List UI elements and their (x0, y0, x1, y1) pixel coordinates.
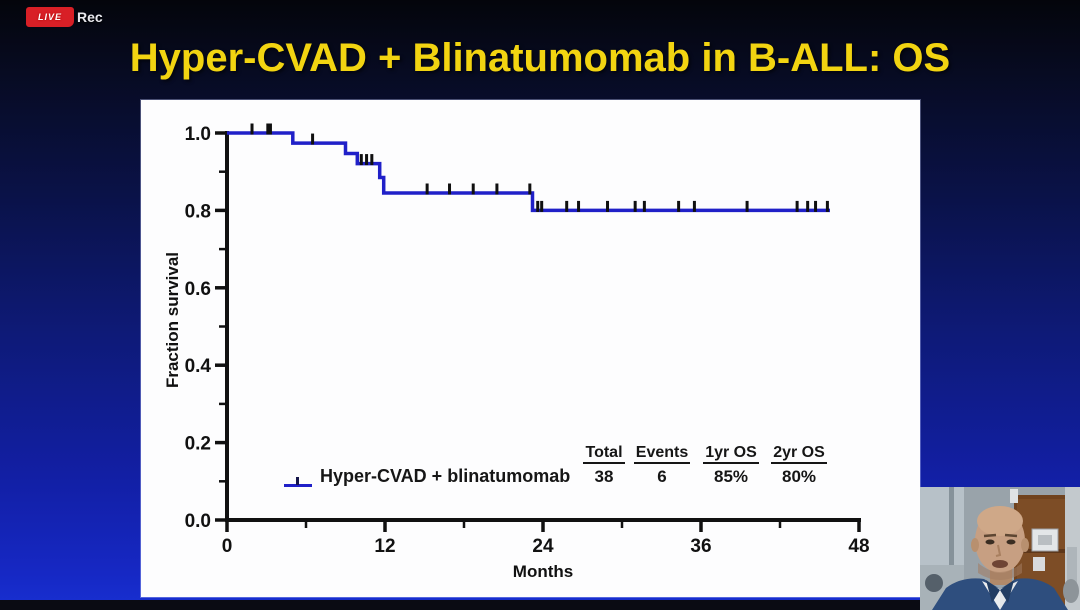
globe-decor (925, 574, 943, 592)
svg-text:0.2: 0.2 (185, 434, 211, 455)
km-curve (227, 131, 830, 213)
svg-text:0.8: 0.8 (185, 201, 211, 222)
svg-text:48: 48 (848, 536, 869, 557)
km-chart-panel: 0.0 0.2 0.4 0.6 0.8 1.0 0 12 24 36 48 Fraction sur… (141, 100, 920, 597)
stats-value-2yr-os: 80% (781, 467, 817, 486)
recording-indicator: LIVE Rec (26, 7, 103, 27)
chart-axes (215, 131, 861, 532)
legend-line-symbol-icon (284, 477, 312, 490)
stats-header-1yr-os: 1yr OS (693, 444, 769, 464)
svg-text:0.0: 0.0 (185, 511, 211, 532)
y-axis-title: Fraction survival (163, 251, 182, 389)
stats-header-total: Total (566, 444, 642, 464)
plant-decor (1063, 579, 1079, 603)
chart-tick-labels: 0.0 0.2 0.4 0.6 0.8 1.0 0 12 24 36 48 (185, 124, 870, 557)
stats-header-events: Events (624, 444, 700, 464)
bottom-letterbox (0, 600, 1080, 610)
live-badge-icon: LIVE (26, 7, 74, 27)
presenter (932, 506, 1068, 610)
km-chart: 0.0 0.2 0.4 0.6 0.8 1.0 0 12 24 36 48 (185, 123, 870, 557)
svg-text:1.0: 1.0 (185, 124, 211, 145)
x-axis-title: Months (512, 562, 574, 581)
presenter-webcam-video (920, 487, 1080, 610)
slide-title: Hyper-CVAD + Blinatumomab in B-ALL: OS (129, 36, 951, 80)
svg-text:0.4: 0.4 (185, 356, 212, 377)
svg-text:36: 36 (690, 536, 711, 557)
stats-value-total: 38 (594, 467, 614, 486)
stats-value-1yr-os: 85% (713, 467, 749, 486)
svg-text:12: 12 (374, 536, 395, 557)
rec-label: Rec (77, 9, 103, 25)
stats-value-events: 6 (657, 467, 667, 486)
legend-series-label: Hyper-CVAD + blinatumomab (320, 466, 571, 486)
svg-text:0: 0 (222, 536, 233, 557)
presenter-scene (920, 487, 1080, 610)
censor-marks (250, 123, 829, 212)
stats-header-2yr-os: 2yr OS (761, 444, 837, 464)
svg-text:0.6: 0.6 (185, 279, 211, 300)
svg-text:24: 24 (532, 536, 554, 557)
